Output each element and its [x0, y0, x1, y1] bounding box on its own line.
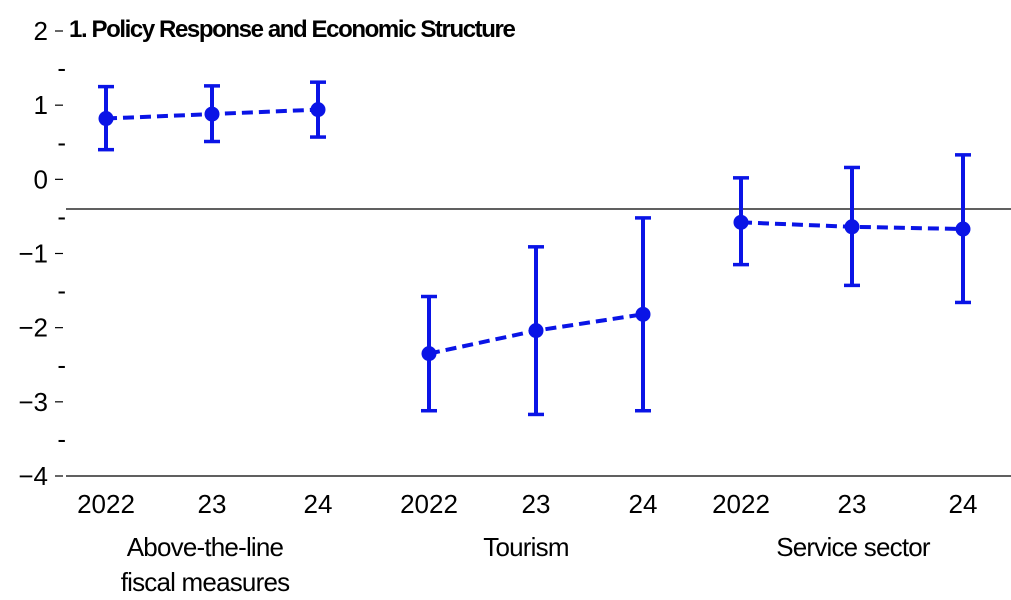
- group-label: Above-the-line: [127, 532, 284, 562]
- y-minor-tick: -: [57, 201, 66, 231]
- y-tick-label: 0: [34, 164, 48, 194]
- y-minor-tick: -: [57, 424, 66, 454]
- y-tick-label: 1: [34, 90, 48, 120]
- x-tick-label: 24: [629, 489, 658, 519]
- y-minor-tick: -: [57, 350, 66, 380]
- y-tick-label: −4: [18, 461, 48, 491]
- data-point: [421, 346, 437, 362]
- data-point: [733, 214, 749, 230]
- x-tick-label: 24: [304, 489, 333, 519]
- group-label: Tourism: [483, 532, 568, 562]
- x-tick-label: 23: [838, 489, 867, 519]
- data-point: [310, 102, 326, 118]
- x-tick-label: 23: [198, 489, 227, 519]
- data-point: [955, 221, 971, 237]
- y-minor-tick: -: [57, 276, 66, 306]
- x-tick-label: 2022: [712, 489, 770, 519]
- data-point: [204, 106, 220, 122]
- y-tick-label: 2: [34, 16, 48, 46]
- y-tick-label: −1: [18, 239, 48, 269]
- data-point: [844, 219, 860, 235]
- x-tick-label: 2022: [77, 489, 135, 519]
- x-axis: 2022 23 24 Above-the-line fiscal measures 202…: [66, 475, 1011, 597]
- y-minor-tick: -: [57, 127, 66, 157]
- y-minor-tick: -: [57, 53, 66, 83]
- y-tick-label: −3: [18, 387, 48, 417]
- x-tick-label: 23: [522, 489, 551, 519]
- y-axis: 2-1-0-−1-−2-−3-−4: [18, 16, 66, 491]
- group-label: fiscal measures: [121, 567, 290, 597]
- data-point: [98, 111, 114, 127]
- x-tick-label: 24: [949, 489, 978, 519]
- series-group: [98, 80, 971, 417]
- data-point: [528, 323, 544, 339]
- group-label: Service sector: [776, 532, 931, 562]
- chart-title: 1. Policy Response and Economic Structur…: [69, 16, 515, 43]
- x-tick-label: 2022: [400, 489, 458, 519]
- data-point: [635, 306, 651, 322]
- y-tick-label: −2: [18, 313, 48, 343]
